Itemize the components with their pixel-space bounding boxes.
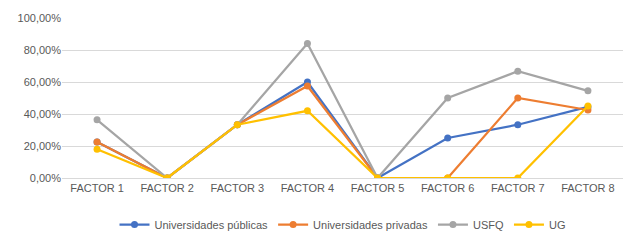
svg-text:FACTOR 7: FACTOR 7 xyxy=(491,182,545,194)
svg-text:FACTOR 8: FACTOR 8 xyxy=(561,182,615,194)
svg-text:100,00%: 100,00% xyxy=(18,12,62,24)
svg-text:40,00%: 40,00% xyxy=(24,108,62,120)
svg-text:FACTOR 2: FACTOR 2 xyxy=(140,182,194,194)
svg-text:80,00%: 80,00% xyxy=(24,44,62,56)
svg-text:UG: UG xyxy=(549,219,566,231)
svg-text:FACTOR 3: FACTOR 3 xyxy=(211,182,265,194)
svg-text:FACTOR 4: FACTOR 4 xyxy=(281,182,335,194)
svg-text:20,00%: 20,00% xyxy=(24,140,62,152)
svg-text:Universidades privadas: Universidades privadas xyxy=(313,219,428,231)
svg-text:0,00%: 0,00% xyxy=(30,172,61,184)
svg-text:FACTOR 5: FACTOR 5 xyxy=(351,182,405,194)
svg-text:FACTOR 6: FACTOR 6 xyxy=(421,182,475,194)
svg-text:60,00%: 60,00% xyxy=(24,76,62,88)
svg-text:FACTOR 1: FACTOR 1 xyxy=(70,182,124,194)
svg-text:USFQ: USFQ xyxy=(473,219,504,231)
svg-text:Universidades públicas: Universidades públicas xyxy=(155,219,269,231)
